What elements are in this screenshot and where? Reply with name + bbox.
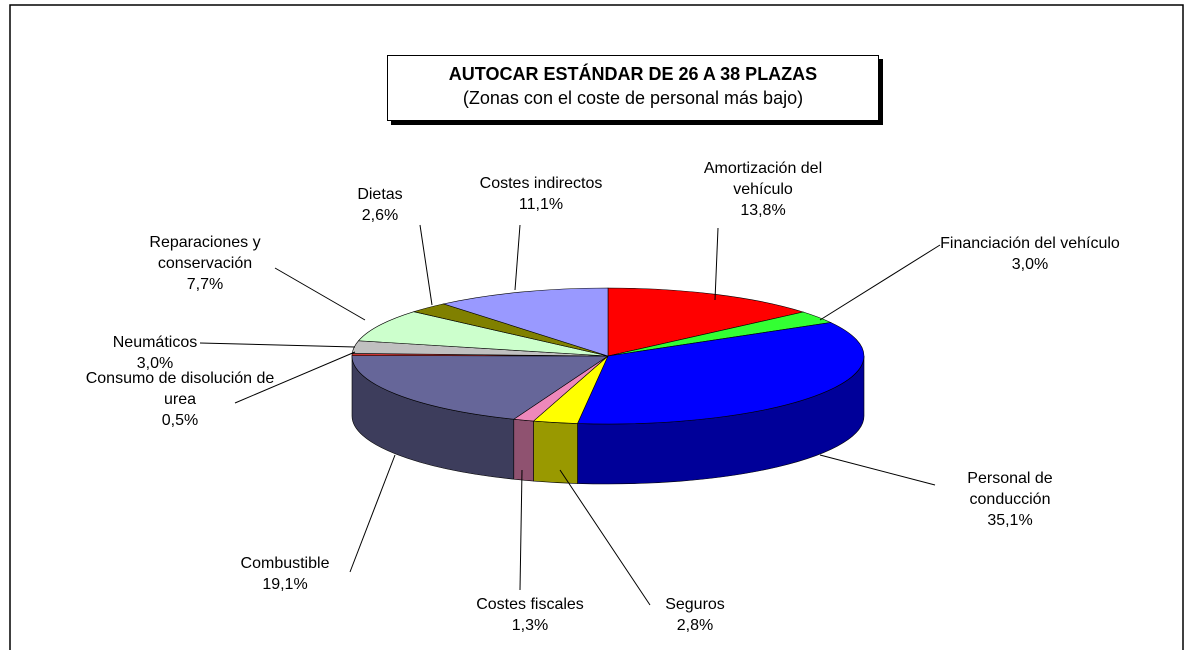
- slice-label: Neumáticos 3,0%: [95, 332, 215, 374]
- slice-name: Financiación del vehículo: [940, 235, 1120, 252]
- slice-value: 0,5%: [161, 412, 199, 429]
- slice-value: 3,0%: [1011, 256, 1049, 273]
- slice-name: Consumo de disolución de urea: [85, 370, 275, 408]
- leader-line: [819, 244, 941, 321]
- slice-label: Costes indirectos 11,1%: [451, 173, 631, 215]
- slice-label: Consumo de disolución de urea 0,5%: [85, 368, 275, 431]
- slice-label: Personal de conducción 35,1%: [925, 468, 1095, 531]
- leader-line: [819, 454, 936, 486]
- slice-value: 1,3%: [511, 617, 549, 634]
- slice-name: Reparaciones y conservación: [149, 234, 261, 272]
- slice-name: Personal de conducción: [967, 470, 1053, 508]
- slice-side: [533, 420, 578, 484]
- slice-label: Amortización del vehículo 13,8%: [678, 158, 848, 221]
- slice: [577, 322, 865, 425]
- slice-label: Reparaciones y conservación 7,7%: [120, 232, 290, 295]
- leader-line: [514, 224, 521, 291]
- slice-value: 7,7%: [186, 276, 224, 293]
- slice-label: Seguros 2,8%: [635, 594, 755, 636]
- chart-subtitle: (Zonas con el coste de personal más bajo…: [462, 88, 804, 108]
- slice-value: 35,1%: [987, 512, 1033, 529]
- slice-value: 19,1%: [262, 576, 308, 593]
- slice-name: Neumáticos: [112, 334, 198, 351]
- slice-side: [513, 418, 534, 482]
- slice-value: 11,1%: [518, 196, 564, 213]
- title-box: AUTOCAR ESTÁNDAR DE 26 A 38 PLAZAS (Zona…: [387, 55, 879, 121]
- slice-name: Dietas: [357, 186, 403, 203]
- slice-label: Combustible 19,1%: [210, 553, 360, 595]
- chart-title: AUTOCAR ESTÁNDAR DE 26 A 38 PLAZAS: [448, 64, 818, 84]
- frame: [9, 4, 1184, 650]
- slice-name: Costes fiscales: [476, 596, 584, 613]
- leader-line: [559, 469, 651, 606]
- slice-value: 2,6%: [361, 207, 399, 224]
- slice-name: Costes indirectos: [479, 175, 603, 192]
- slice-value: 2,8%: [676, 617, 714, 634]
- slice-label: Costes fiscales 1,3%: [445, 594, 615, 636]
- leader-line: [199, 342, 356, 348]
- slice: [442, 287, 609, 357]
- leader-line: [519, 469, 523, 591]
- slice-name: Amortización del vehículo: [703, 160, 823, 198]
- slice-label: Financiación del vehículo 3,0%: [935, 233, 1125, 275]
- slice: [357, 311, 609, 357]
- slice-value: 3,0%: [136, 355, 174, 372]
- leader-line: [419, 224, 433, 306]
- leader-line: [274, 267, 366, 321]
- slice-name: Seguros: [665, 596, 725, 613]
- slice-name: Combustible: [240, 555, 330, 572]
- leader-line: [349, 454, 396, 573]
- slice-value: 13,8%: [740, 202, 786, 219]
- slice-label: Dietas 2,6%: [330, 184, 430, 226]
- leader-line: [234, 351, 356, 404]
- slice: [351, 355, 609, 420]
- leader-line: [714, 227, 719, 301]
